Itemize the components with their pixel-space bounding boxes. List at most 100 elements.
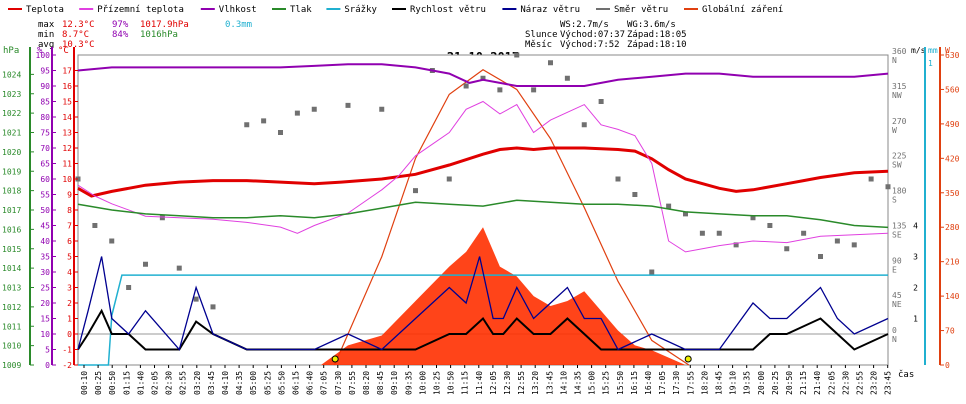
x-tick-label: 00:50 [108, 371, 117, 395]
wind-direction-point [733, 242, 739, 248]
temp-tick-label: 17 [62, 67, 72, 76]
compass-tick-label: SE [892, 230, 902, 239]
wind-direction-point [581, 122, 587, 128]
x-tick-label: 08:20 [362, 371, 371, 395]
x-tick-label: 00:10 [80, 371, 89, 395]
wind-direction-point [750, 215, 756, 221]
solar-radiation-area [321, 227, 686, 365]
hpa-tick-label: 1017 [2, 206, 21, 215]
w-tick-label: 350 [945, 189, 960, 198]
legend-label: Tlak [290, 5, 312, 15]
hpa-tick-label: 1014 [2, 264, 21, 273]
wind-direction-point [885, 184, 891, 190]
x-tick-label: 10:00 [418, 371, 427, 395]
pct-tick-label: 45 [40, 222, 50, 231]
temp-tick-label: 7 [67, 222, 72, 231]
x-tick-label: 20:50 [785, 371, 794, 395]
pct-tick-label: 0 [45, 361, 50, 370]
x-tick-label: 02:55 [179, 371, 188, 395]
mm-tick-label: 1 [928, 59, 933, 68]
legend-label: Teplota [26, 5, 64, 15]
wind-direction-point [497, 87, 503, 93]
x-tick-label: 16:15 [630, 371, 639, 395]
x-tick-label: 11:40 [475, 371, 484, 395]
pct-tick-label: 100 [36, 51, 51, 60]
wind-direction-point [784, 246, 790, 252]
x-tick-label: 16:40 [644, 371, 653, 395]
x-tick-label: 22:55 [856, 371, 865, 395]
x-tick-label: 05:00 [249, 371, 258, 395]
hpa-tick-label: 1022 [2, 109, 21, 118]
wind-direction-point [834, 238, 840, 244]
legend-label: Směr větru [614, 5, 668, 15]
x-tick-label: 20:25 [771, 371, 780, 395]
x-tick-label: 01:40 [136, 371, 145, 395]
x-tick-label: 00:25 [94, 371, 103, 395]
temp-tick-label: 1 [67, 315, 72, 324]
pct-tick-label: 20 [40, 299, 50, 308]
stats-max-label: max [38, 20, 55, 30]
w-tick-label: 420 [945, 154, 960, 163]
pct-tick-label: 50 [40, 206, 50, 215]
hpa-tick-label: 1015 [2, 245, 21, 254]
ms-axis-unit: m/s [911, 46, 926, 55]
stats-min-label: min [38, 30, 54, 40]
ms-tick-label: 3 [913, 253, 918, 262]
temp-tick-label: 8 [67, 206, 72, 215]
x-tick-label: 04:10 [221, 371, 230, 395]
x-axis-label: čas [898, 369, 914, 380]
direction-tick-label: 225 [892, 152, 907, 161]
wind-direction-point [109, 238, 115, 244]
direction-tick-label: 315 [892, 82, 907, 91]
wind-wg: WG:3.6m/s [627, 20, 676, 30]
wind-direction-point [649, 269, 655, 275]
temp-tick-label: 11 [62, 160, 72, 169]
w-tick-label: 140 [945, 292, 960, 301]
hpa-tick-label: 1009 [2, 361, 21, 370]
x-tick-label: 05:50 [277, 371, 286, 395]
wind-direction-point [261, 118, 267, 124]
w-tick-label: 490 [945, 120, 960, 129]
temp-tick-label: 9 [67, 191, 72, 200]
x-tick-label: 06:15 [292, 371, 301, 395]
wind-direction-point [868, 176, 874, 182]
pct-tick-label: 75 [40, 129, 50, 138]
wind-direction-point [159, 215, 165, 221]
hpa-tick-label: 1013 [2, 284, 21, 293]
x-tick-label: 11:15 [461, 371, 470, 395]
wind-direction-point [176, 265, 182, 271]
pct-tick-label: 60 [40, 175, 50, 184]
pct-tick-label: 5 [45, 346, 50, 355]
w-tick-label: 210 [945, 258, 960, 267]
wind-direction-point [345, 102, 351, 108]
compass-tick-label: W [892, 126, 897, 135]
stats-panel: max 12.3°C 97% 1017.9hPa 0.3mm min 8.7°C… [38, 20, 687, 50]
wind-direction-point [598, 99, 604, 104]
pct-tick-label: 40 [40, 237, 50, 246]
temp-tick-label: 16 [62, 82, 72, 91]
x-tick-label: 14:10 [559, 371, 568, 395]
x-tick-label: 09:10 [390, 371, 399, 395]
wind-direction-point [193, 296, 199, 302]
moon-set: Západ:18:10 [627, 40, 687, 50]
compass-tick-label: NE [892, 300, 902, 309]
x-tick-label: 12:55 [517, 371, 526, 395]
series-line-teplota [77, 146, 889, 198]
legend-label: Rychlost větru [410, 5, 486, 15]
wind-direction-point [564, 75, 570, 81]
direction-tick-label: 135 [892, 221, 907, 230]
hpa-tick-label: 1018 [2, 187, 21, 196]
compass-tick-label: S [892, 196, 897, 205]
legend-label: Vlhkost [219, 5, 257, 15]
sun-label: Slunce [525, 30, 558, 40]
x-tick-label: 17:30 [672, 371, 681, 395]
sun-set: Západ:18:05 [627, 30, 687, 40]
temp-tick-label: -2 [62, 361, 72, 370]
x-tick-label: 21:15 [799, 371, 808, 395]
x-tick-label: 23:20 [870, 371, 879, 395]
x-tick-label: 13:45 [545, 371, 554, 395]
wind-direction-point [699, 230, 705, 236]
x-tick-label: 10:50 [447, 371, 456, 395]
compass-tick-label: N [892, 335, 897, 344]
